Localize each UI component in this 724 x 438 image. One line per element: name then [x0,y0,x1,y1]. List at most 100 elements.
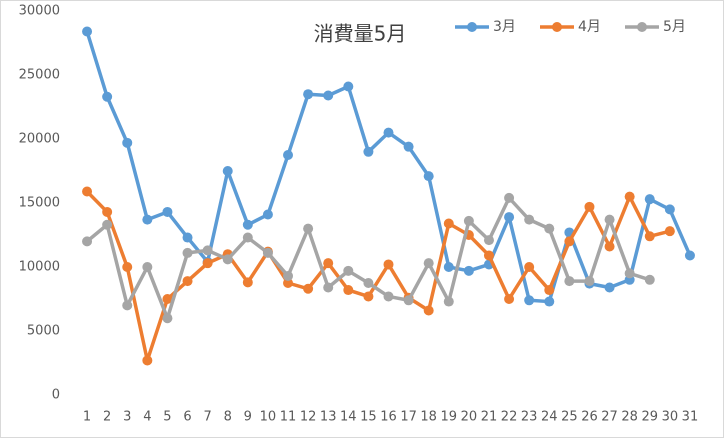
x-tick-label: 28 [621,410,638,425]
data-point [443,296,454,307]
x-tick-label: 10 [260,410,277,425]
data-point [122,300,133,311]
data-point [222,254,233,265]
data-point [363,291,374,302]
data-point [242,219,253,230]
data-point [262,247,273,258]
x-tick-label: 7 [203,410,211,425]
data-point [644,274,655,285]
data-point [604,241,615,252]
x-tick-label: 3 [123,410,131,425]
data-point [102,219,113,230]
data-point [524,295,535,306]
data-point [102,91,113,102]
data-point [423,305,434,316]
data-point [323,90,334,101]
data-point [82,26,93,37]
data-point [162,294,173,304]
data-point [142,355,153,366]
x-tick-label: 26 [581,410,598,425]
data-point [443,218,454,229]
data-point [624,191,635,202]
x-tick-label: 19 [441,410,458,425]
x-tick-label: 22 [501,410,518,425]
data-point [564,276,575,287]
data-point [423,258,434,269]
data-point [303,283,314,294]
data-point [283,270,294,281]
x-tick-label: 27 [601,410,618,425]
x-tick-label: 16 [380,410,397,425]
data-point [684,250,695,261]
data-point [283,150,294,160]
data-point [604,214,615,225]
data-point [82,236,93,247]
x-tick-label: 12 [300,410,317,425]
x-tick-label: 4 [143,410,151,425]
data-point [283,278,294,288]
x-tick-label: 15 [360,410,377,425]
x-tick-label: 20 [461,410,478,425]
y-tick-label: 10000 [19,260,60,275]
data-point [544,285,555,296]
data-point [403,295,414,306]
data-point [564,236,575,247]
data-point [343,285,354,296]
data-point [363,146,374,157]
y-tick-label: 25000 [19,68,60,83]
data-point [363,278,374,288]
x-tick-label: 23 [521,410,538,425]
x-tick-label: 13 [320,410,337,425]
data-point [624,268,635,279]
x-tick-label: 8 [224,410,232,425]
legend-marker [467,22,477,32]
legend-label: 4月 [578,19,601,35]
x-tick-label: 25 [561,410,578,425]
legend-marker [637,22,647,32]
x-tick-label: 9 [244,410,252,425]
x-tick-label: 11 [280,410,297,425]
data-point [584,201,595,212]
data-point [222,166,233,176]
data-point [463,215,474,226]
data-point [463,265,474,276]
data-point [544,223,555,234]
data-point [162,206,173,217]
data-point [343,81,354,92]
data-point [504,192,515,203]
data-point [483,235,494,246]
data-point [262,209,273,220]
data-point [504,294,515,304]
data-point [604,282,615,293]
chart-title: 消費量5月 [314,22,407,46]
data-point [102,206,113,217]
data-point [122,137,133,148]
data-point [122,262,133,272]
data-point [182,276,193,287]
data-point [423,171,434,182]
x-tick-label: 5 [163,410,171,425]
data-point [182,247,193,258]
x-tick-label: 29 [641,410,658,425]
data-point [242,232,253,243]
data-point [483,250,494,261]
x-tick-label: 24 [541,410,558,425]
x-tick-label: 17 [400,410,417,425]
data-point [303,223,314,234]
data-point [343,265,354,276]
y-tick-label: 20000 [19,132,60,147]
data-point [544,296,555,307]
data-point [142,262,153,272]
data-point [162,313,173,324]
data-point [584,276,595,287]
data-point [82,186,93,197]
x-tick-label: 14 [340,410,357,425]
data-point [524,214,535,225]
data-point [383,127,394,138]
legend-label: 3月 [493,19,516,35]
x-tick-label: 6 [183,410,191,425]
data-point [403,141,414,152]
data-point [182,232,193,243]
